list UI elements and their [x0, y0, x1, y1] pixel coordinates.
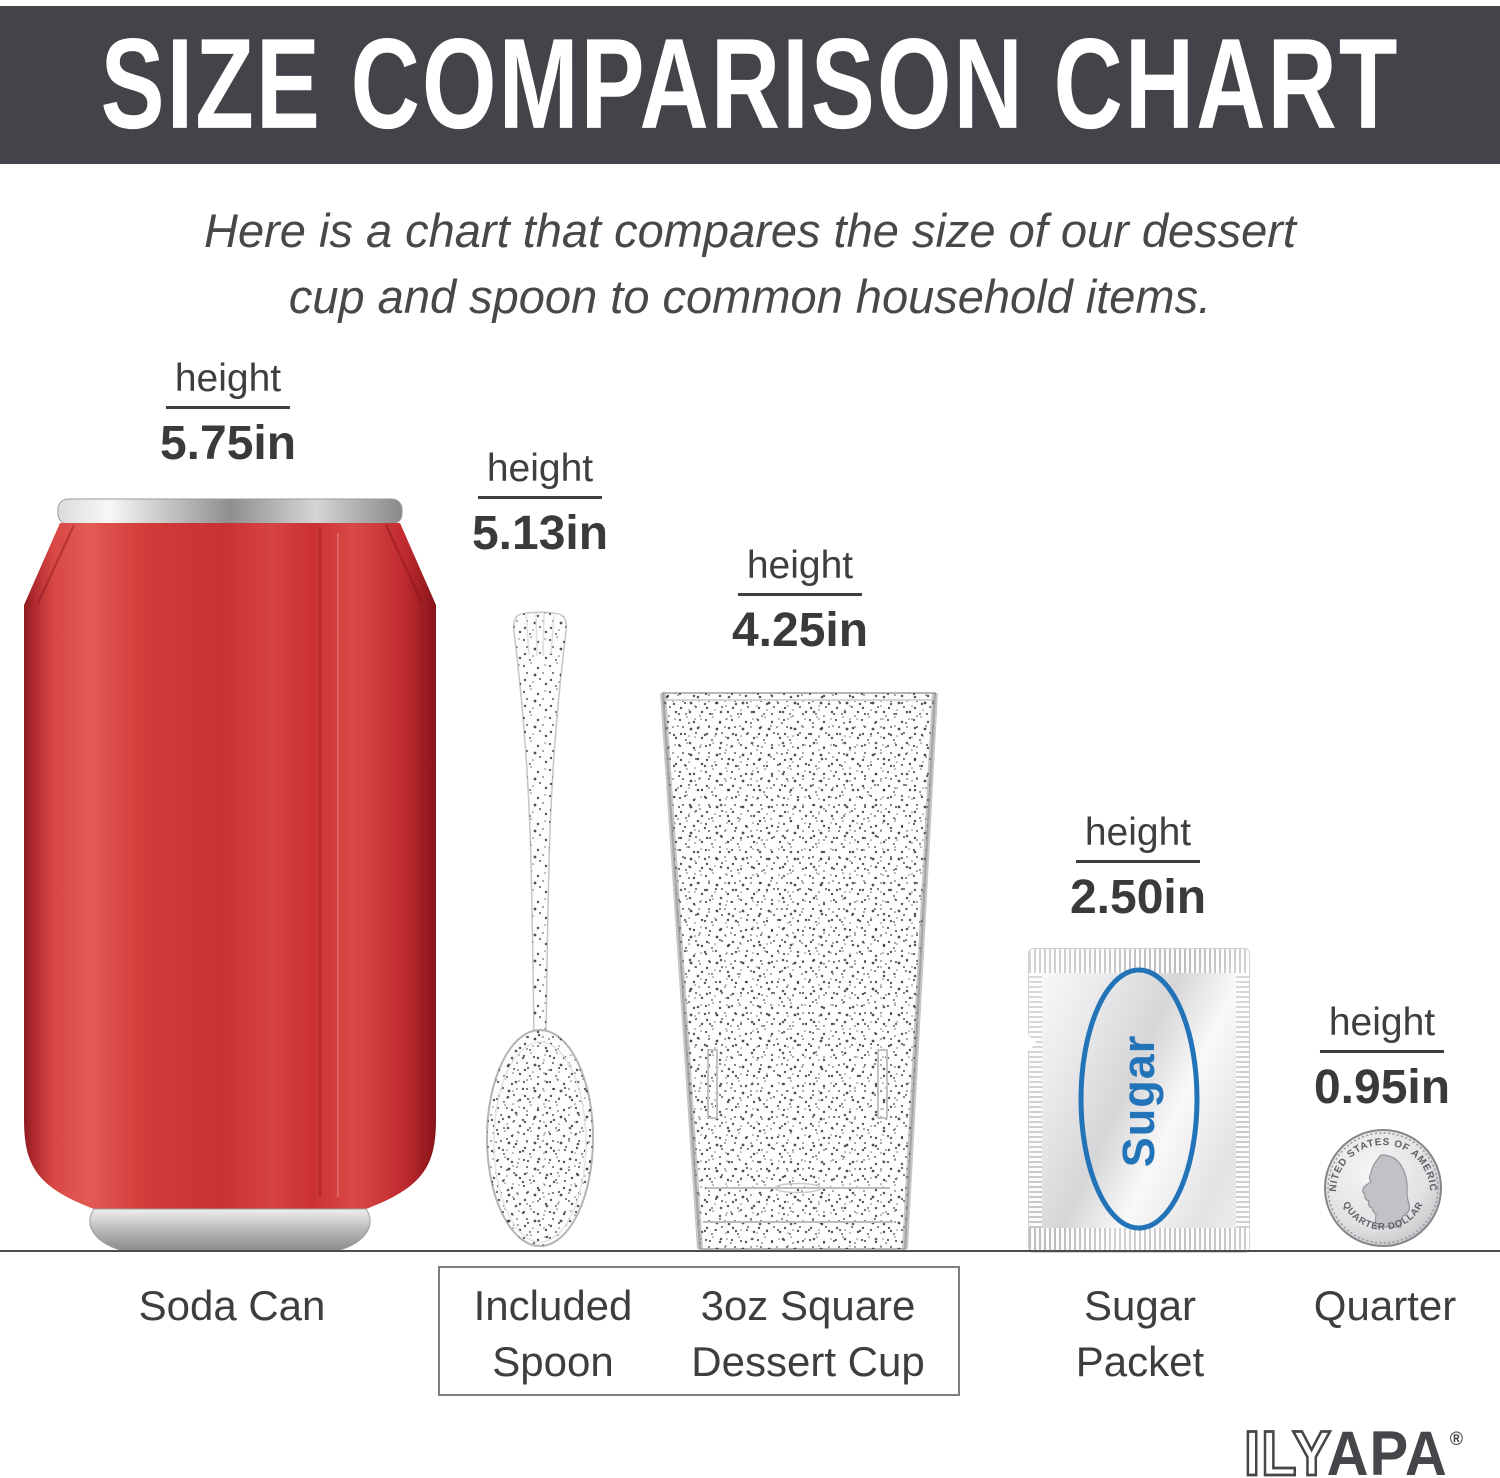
height-value: 2.50in	[1069, 870, 1207, 924]
packet-crimp-left	[1029, 973, 1042, 1228]
height-word: height	[737, 544, 863, 596]
height-word: height	[477, 447, 603, 499]
title-banner: SIZE COMPARISON CHART	[0, 6, 1500, 164]
caption-line: Dessert Cup	[691, 1338, 925, 1385]
cup-height-label: height 4.25in	[731, 544, 869, 658]
packet-crimp-bottom	[1029, 1228, 1249, 1252]
sugar-packet-height-label: height 2.50in	[1069, 811, 1207, 925]
packet-notch	[1028, 1035, 1037, 1051]
subtitle: Here is a chart that compares the size o…	[0, 198, 1500, 330]
height-value: 4.25in	[731, 603, 869, 657]
quarter-coin-icon: UNITED STATES OF AMERICA QUARTER DOLLAR	[1323, 1128, 1442, 1247]
caption-line: Spoon	[492, 1338, 614, 1385]
height-value: 5.75in	[159, 416, 297, 470]
dessert-cup-caption: 3oz Square Dessert Cup	[691, 1278, 924, 1390]
page-title: SIZE COMPARISON CHART	[100, 12, 1400, 157]
soda-can-height-label: height 5.75in	[159, 357, 297, 471]
caption-line: 3oz Square	[700, 1282, 916, 1329]
sugar-packet-word: Sugar	[1113, 1034, 1164, 1167]
baseline-rule	[0, 1250, 1500, 1252]
height-value: 0.95in	[1313, 1060, 1451, 1114]
quarter-height-label: height 0.95in	[1313, 1001, 1451, 1115]
brand-logo: ILYAPA ®	[1243, 1418, 1464, 1478]
height-word: height	[1319, 1001, 1445, 1053]
registered-mark-icon: ®	[1449, 1427, 1464, 1450]
height-value: 5.13in	[471, 506, 609, 560]
height-word: height	[165, 357, 291, 409]
dessert-cup-graphic	[660, 692, 938, 1250]
height-word: height	[1075, 811, 1201, 863]
subtitle-line-2: cup and spoon to common household items.	[288, 270, 1212, 323]
sugar-packet-graphic: Sugar	[1028, 948, 1250, 1253]
soda-can-graphic	[24, 498, 436, 1251]
spoon-graphic	[486, 611, 594, 1247]
soda-can-caption: Soda Can	[138, 1282, 326, 1329]
included-spoon-caption: Included Spoon	[474, 1278, 633, 1390]
subtitle-line-1: Here is a chart that compares the size o…	[204, 204, 1296, 257]
sugar-packet-caption: Sugar Packet	[1076, 1278, 1204, 1390]
packet-crimp-right	[1236, 973, 1249, 1228]
caption-line: Packet	[1075, 1338, 1205, 1385]
quarter-caption: Quarter	[1313, 1282, 1457, 1329]
logo-solid-part: APA	[1326, 1419, 1448, 1478]
caption-line: Included	[473, 1282, 633, 1329]
caption-line: Sugar	[1083, 1282, 1197, 1329]
spoon-height-label: height 5.13in	[471, 447, 609, 561]
sugar-oval-icon	[1078, 967, 1200, 1231]
caption-box	[438, 1266, 960, 1396]
logo-outline-part: ILY	[1243, 1418, 1327, 1478]
